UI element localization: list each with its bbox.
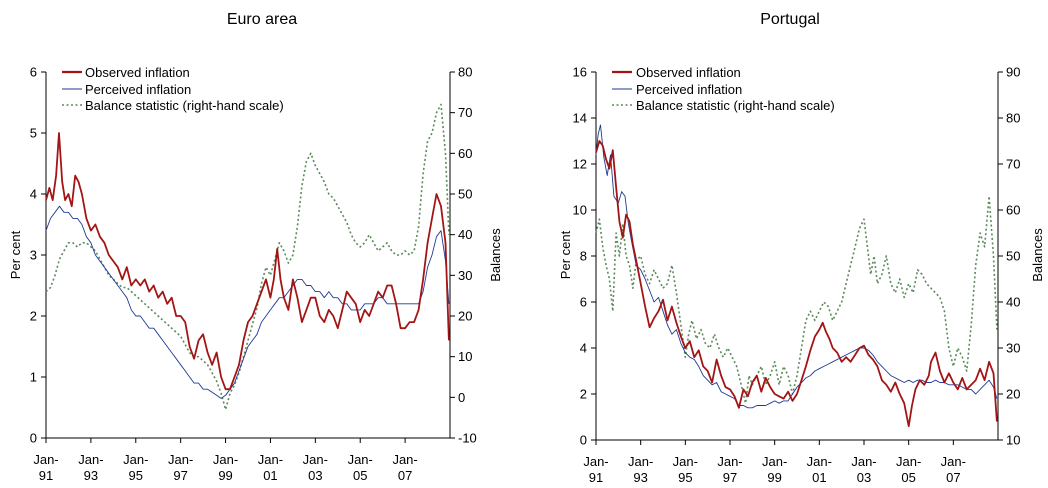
y2-tick-label: 20	[1006, 387, 1020, 402]
y2-tick-label: 30	[458, 268, 472, 283]
x-tick-label-year: 95	[678, 470, 692, 485]
x-tick-label-year: 99	[767, 470, 781, 485]
y2-axis-label: Balances	[488, 228, 503, 282]
x-tick-label: Jan-	[807, 454, 832, 469]
x-tick-label-year: 97	[723, 470, 737, 485]
y-tick-label: 12	[573, 157, 587, 172]
y-tick-label: 4	[30, 187, 37, 202]
x-tick-label: Jan-	[258, 452, 283, 467]
x-tick-label-year: 05	[901, 470, 915, 485]
x-tick-label-year: 97	[173, 468, 187, 483]
chart-title: Portugal	[760, 11, 820, 28]
y2-tick-label: 60	[458, 146, 472, 161]
series-line-balance-statistic-right-hand-scale	[45, 103, 450, 411]
x-tick-label-year: 03	[308, 468, 322, 483]
chart-euro-area: Euro area Per cent Balances 0123456-1001…	[8, 11, 503, 483]
y2-tick-label: 80	[458, 65, 472, 80]
chart-title: Euro area	[227, 11, 297, 28]
x-tick-label: Jan-	[762, 454, 787, 469]
x-tick-label: Jan-	[33, 452, 58, 467]
y-tick-label: 3	[30, 248, 37, 263]
legend-perceived-inflation: Perceived inflation	[85, 82, 191, 97]
y2-tick-label: 0	[458, 390, 465, 405]
y-tick-label: 6	[580, 295, 587, 310]
x-tick-label: Jan-	[941, 454, 966, 469]
y-tick-label: 4	[580, 341, 587, 356]
y2-tick-label: 20	[458, 309, 472, 324]
x-tick-label: Jan-	[673, 454, 698, 469]
x-tick-label-year: 07	[946, 470, 960, 485]
x-tick-label: Jan-	[896, 454, 921, 469]
x-tick-label-year: 93	[633, 470, 647, 485]
x-tick-label: Jan-	[348, 452, 373, 467]
y2-tick-label: 50	[1006, 249, 1020, 264]
x-tick-label-year: 95	[129, 468, 143, 483]
y-axis-label: Per cent	[8, 230, 23, 279]
y2-tick-label: 40	[1006, 295, 1020, 310]
x-tick-label-year: 91	[39, 468, 53, 483]
series-line-observed-inflation	[45, 132, 450, 391]
y-tick-label: 14	[573, 111, 587, 126]
x-tick-label-year: 01	[812, 470, 826, 485]
legend-observed-inflation: Observed inflation	[636, 65, 741, 80]
x-tick-label-year: 03	[857, 470, 871, 485]
x-tick-label: Jan-	[851, 454, 876, 469]
x-tick-label: Jan-	[213, 452, 238, 467]
y-tick-label: 8	[580, 249, 587, 264]
y-tick-label: 6	[30, 65, 37, 80]
y-tick-label: 0	[30, 431, 37, 446]
legend-balance-statistic: Balance statistic (right-hand scale)	[85, 98, 284, 113]
y2-tick-label: 30	[1006, 341, 1020, 356]
chart-portugal: Portugal Per cent Balances 0 2 4 6 8 10 12 14 16…	[558, 11, 1045, 485]
y-tick-label: 0	[580, 433, 587, 448]
y2-tick-label: 10	[1006, 433, 1020, 448]
y2-tick-label: 60	[1006, 203, 1020, 218]
y-tick-label: 2	[580, 387, 587, 402]
x-tick-label-year: 05	[353, 468, 367, 483]
y-tick-label: 16	[573, 65, 587, 80]
x-tick-label: Jan-	[123, 452, 148, 467]
x-tick-label: Jan-	[78, 452, 103, 467]
x-tick-label: Jan-	[583, 454, 608, 469]
y-tick-label: 5	[30, 126, 37, 141]
series-line-observed-inflation	[595, 140, 998, 428]
x-tick-label: Jan-	[168, 452, 193, 467]
y-tick-label: 1	[30, 370, 37, 385]
y-axis-label: Per cent	[558, 230, 573, 279]
y2-axis-label: Balances	[1030, 228, 1045, 282]
y2-tick-label: 40	[458, 227, 472, 242]
plot-area: 0123456-1001020304050607080Jan-91Jan-93J…	[30, 65, 477, 484]
legend-balance-statistic: Balance statistic (right-hand scale)	[636, 98, 835, 113]
y2-tick-label: 50	[458, 187, 472, 202]
y2-tick-label: 90	[1006, 65, 1020, 80]
y-tick-label: 10	[573, 203, 587, 218]
series-line-perceived-inflation	[45, 205, 450, 399]
legend: Observed inflation Perceived inflation B…	[612, 65, 835, 113]
y2-tick-label: -10	[458, 431, 477, 446]
series-line-perceived-inflation	[595, 124, 998, 409]
legend-perceived-inflation: Perceived inflation	[636, 82, 742, 97]
x-tick-label: Jan-	[717, 454, 742, 469]
plot-area: 0246810121416102030405060708090Jan-91Jan…	[573, 65, 1021, 486]
y2-tick-label: 70	[1006, 157, 1020, 172]
x-tick-label: Jan-	[392, 452, 417, 467]
y2-tick-label: 80	[1006, 111, 1020, 126]
x-tick-label-year: 01	[263, 468, 277, 483]
y-tick-label: 2	[30, 309, 37, 324]
legend-observed-inflation: Observed inflation	[85, 65, 190, 80]
x-tick-label-year: 07	[398, 468, 412, 483]
x-tick-label: Jan-	[628, 454, 653, 469]
x-tick-label-year: 93	[84, 468, 98, 483]
y2-tick-label: 70	[458, 105, 472, 120]
y2-tick-label: 10	[458, 349, 472, 364]
series-line-balance-statistic-right-hand-scale	[595, 195, 998, 404]
legend: Observed inflation Perceived inflation B…	[62, 65, 284, 113]
x-tick-label: Jan-	[303, 452, 328, 467]
x-tick-label-year: 91	[589, 470, 603, 485]
x-tick-label-year: 99	[218, 468, 232, 483]
